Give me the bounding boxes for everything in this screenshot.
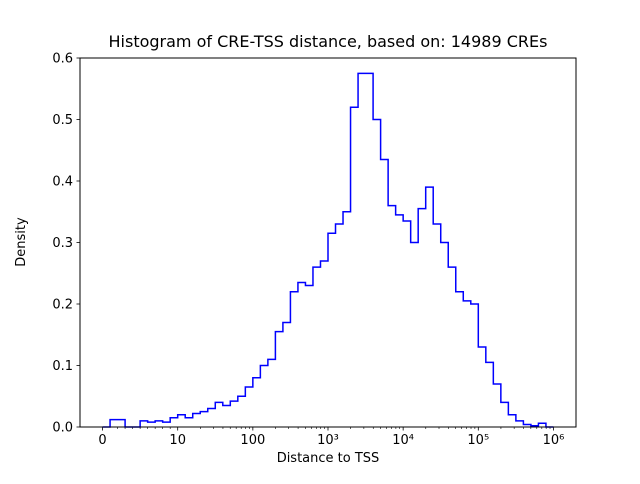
y-tick-label: 0.3	[52, 236, 73, 251]
x-tick-label: 10⁵	[467, 433, 489, 448]
y-tick-label: 0.0	[52, 421, 73, 436]
x-tick-label: 10	[169, 433, 186, 448]
y-axis-label: Density	[14, 217, 29, 267]
plot-area: 0 10 100 10³ 10⁴ 10⁵ 10⁶ 0.0 0.1 0.2 0.3 0.4 0.5 0.6	[52, 52, 577, 448]
axes-frame	[79, 57, 577, 428]
x-tick-label: 0	[98, 433, 106, 448]
x-axis-label: Distance to TSS	[277, 451, 380, 466]
chart-title: Histogram of CRE-TSS distance, based on:…	[109, 32, 548, 51]
histogram-step-line	[102, 72, 554, 428]
y-tick-label: 0.5	[52, 113, 73, 128]
y-tick-label: 0.4	[52, 175, 73, 190]
x-tick-label: 10⁴	[392, 433, 414, 448]
y-tick-label: 0.6	[52, 52, 73, 67]
x-tick-label: 100	[240, 433, 265, 448]
y-tick-label: 0.1	[52, 359, 73, 374]
x-tick-label: 10⁶	[543, 433, 565, 448]
x-tick-label: 10³	[317, 433, 339, 448]
y-tick-label: 0.2	[52, 298, 73, 313]
